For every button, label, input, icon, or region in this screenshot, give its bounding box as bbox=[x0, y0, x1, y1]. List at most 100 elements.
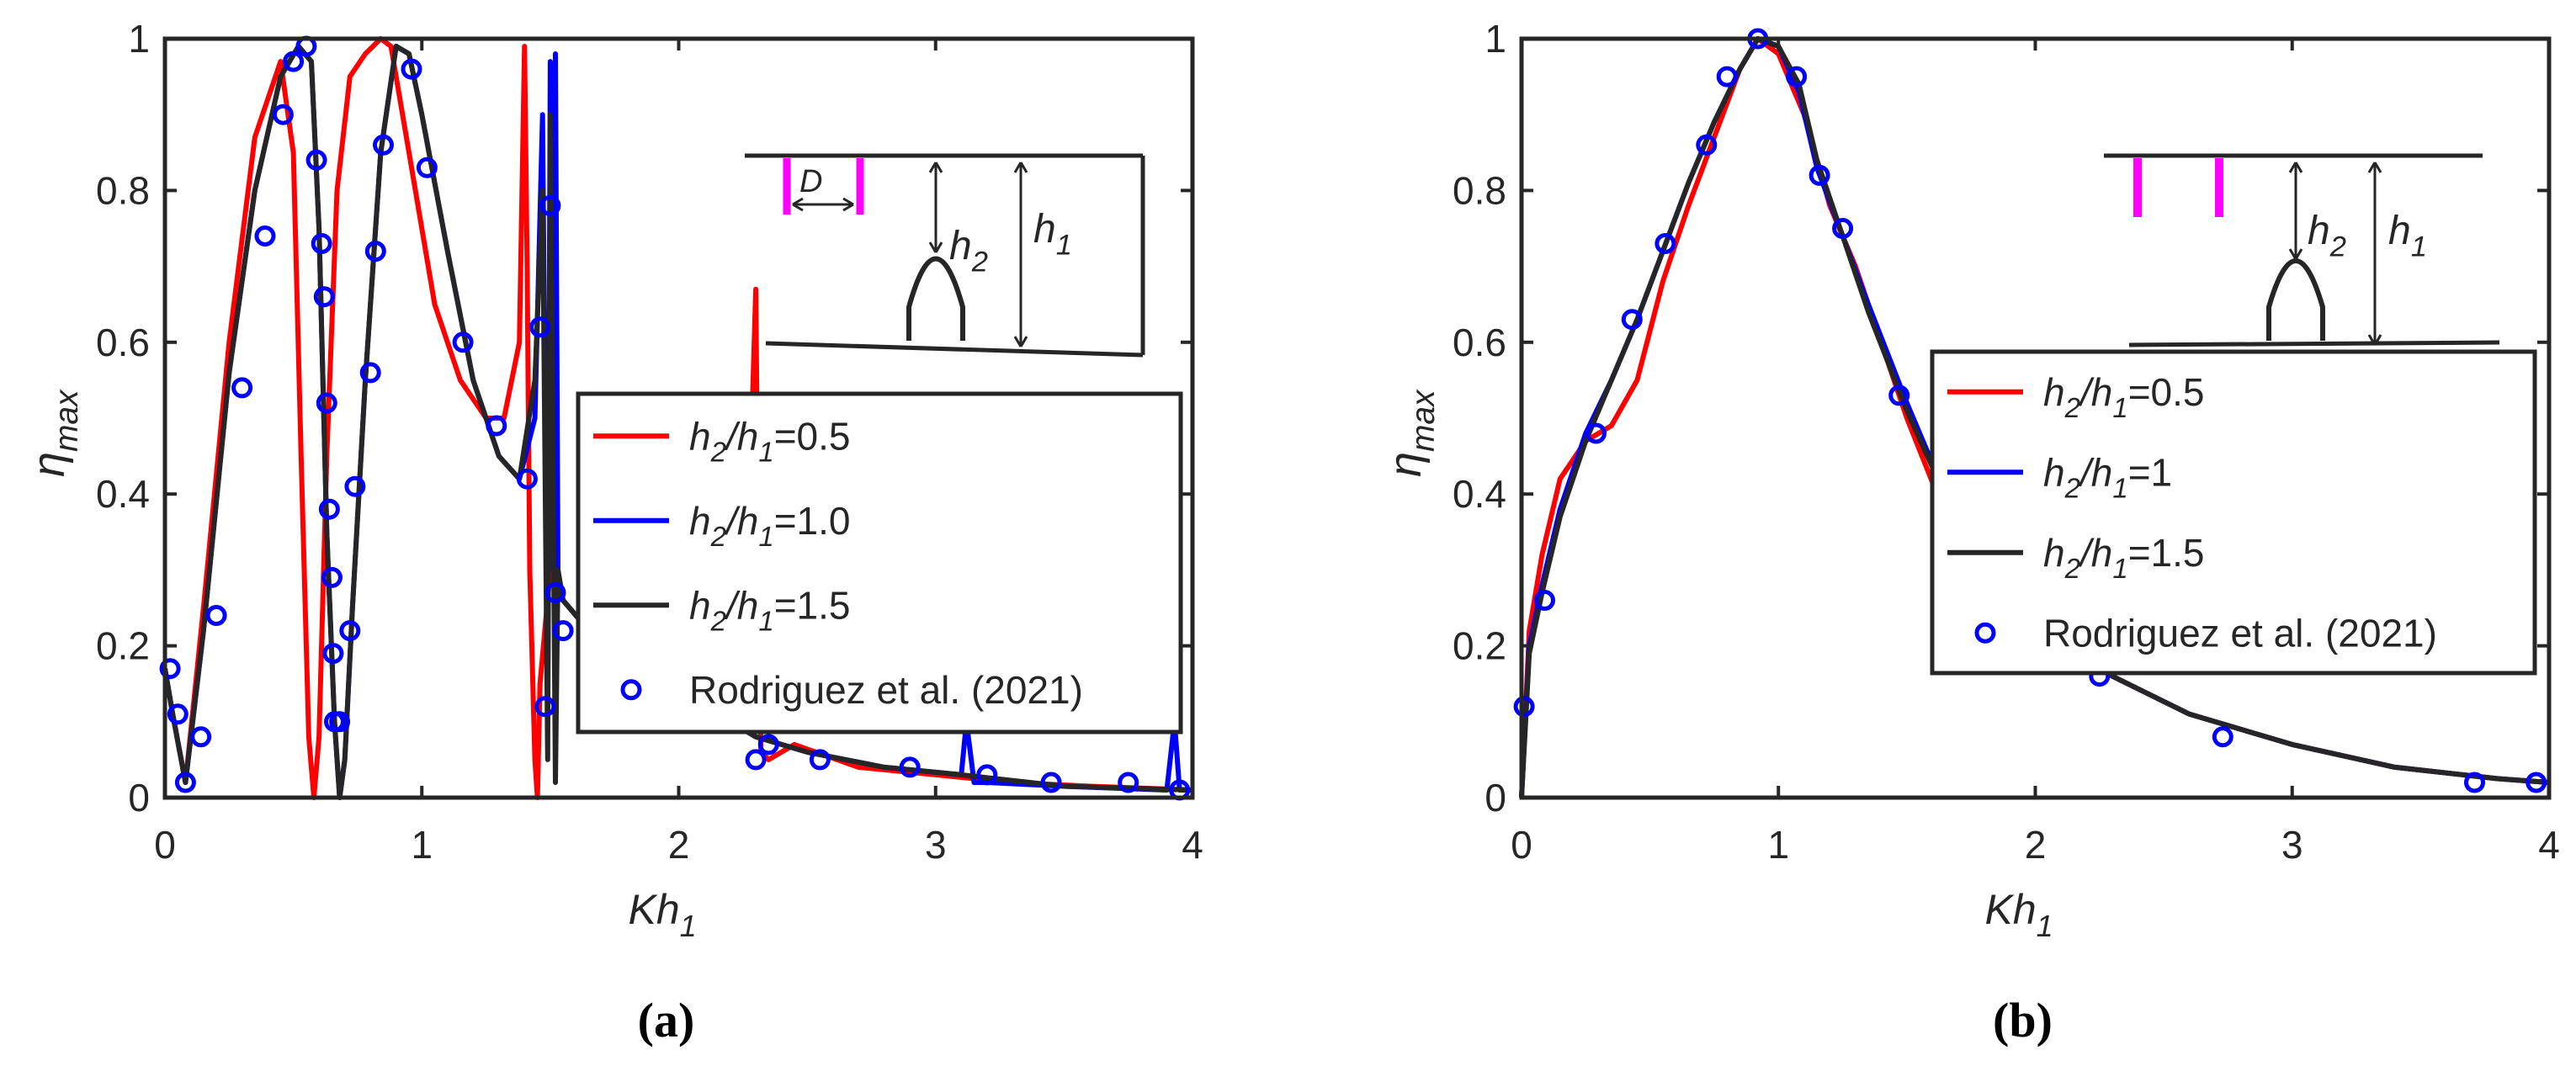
marker-point bbox=[1621, 309, 1643, 331]
ticks: 0 1 2 3 4 0 0.2 0.4 0.6 0.8 1 bbox=[1453, 17, 2560, 867]
y-tick-label: 0.2 bbox=[96, 624, 150, 668]
inset-schematic: Dh2 h1 bbox=[745, 153, 1145, 358]
y-tick-label: 0.4 bbox=[96, 472, 150, 516]
marker-point bbox=[339, 620, 361, 642]
inset-bottom-wall bbox=[765, 341, 1144, 358]
marker-point bbox=[539, 194, 561, 216]
y-axis-label: ηmax bbox=[1380, 389, 1442, 477]
marker-point bbox=[1696, 134, 1718, 156]
legend: h2/h1=0.5 h2/h1=1 h2/h1=1.5 Rodriguez et al… bbox=[1930, 349, 2537, 676]
legend-slash: / bbox=[724, 499, 741, 543]
marker-point bbox=[976, 764, 998, 786]
marker-point bbox=[283, 50, 305, 72]
y-tick-label: 1 bbox=[1485, 17, 1506, 61]
marker-point bbox=[899, 756, 921, 778]
marker-point bbox=[373, 134, 394, 156]
marker-point bbox=[1513, 696, 1535, 718]
x-tick-label: 1 bbox=[411, 823, 433, 867]
inset-h2-label: h2 bbox=[949, 224, 988, 278]
marker-point bbox=[344, 475, 366, 497]
legend-slash: / bbox=[724, 414, 741, 458]
legend-marker-swatch bbox=[620, 679, 642, 701]
marker-point bbox=[329, 711, 351, 733]
marker-point bbox=[809, 749, 831, 771]
inset-h2-arrow bbox=[928, 162, 943, 253]
marker-point bbox=[167, 703, 189, 725]
x-tick-label: 3 bbox=[2281, 823, 2303, 867]
y-tick-label: 0.2 bbox=[1453, 624, 1506, 668]
x-tick-label: 2 bbox=[668, 823, 690, 867]
x-tick-label: 0 bbox=[154, 823, 176, 867]
marker-point bbox=[190, 726, 212, 748]
panel-a: Dh2 h1 0 1 2 3 4 0 0.2 0.4 0.6 0.8 1 Kh1 ηmax h2/h1=0.5… bbox=[24, 17, 1203, 1047]
marker-point bbox=[231, 377, 253, 399]
legend-label-0: h2/h1=0.5 bbox=[689, 414, 851, 467]
y-tick-label: 0.6 bbox=[96, 321, 150, 364]
y-tick-label: 0 bbox=[1485, 776, 1506, 819]
marker-point bbox=[321, 566, 343, 588]
marker-point bbox=[534, 696, 556, 718]
marker-point bbox=[2212, 726, 2233, 748]
inset-d-arrow bbox=[792, 197, 854, 212]
marker-point bbox=[486, 415, 507, 437]
marker-point bbox=[1654, 233, 1676, 254]
marker-point bbox=[272, 103, 294, 125]
inset-schematic: h2 h1 bbox=[2104, 153, 2500, 347]
marker-point bbox=[174, 772, 196, 793]
legend-label-0: h2/h1=0.5 bbox=[2043, 370, 2205, 423]
marker-point bbox=[452, 331, 474, 353]
x-axis-label: Kh1 bbox=[629, 886, 697, 943]
marker-point bbox=[1118, 772, 1139, 793]
x-tick-label: 4 bbox=[2538, 823, 2560, 867]
marker-point bbox=[311, 233, 332, 254]
inset-h2-arrow bbox=[2288, 162, 2303, 260]
inset-bottom-wall bbox=[2128, 340, 2500, 347]
marker-point bbox=[364, 241, 386, 263]
x-tick-label: 4 bbox=[1182, 823, 1203, 867]
legend-slash: / bbox=[2078, 370, 2095, 414]
marker-point bbox=[529, 316, 551, 338]
legend-label-1: h2/h1=1 bbox=[2043, 450, 2172, 503]
legend-slash: / bbox=[2078, 450, 2095, 494]
marker-point bbox=[1786, 66, 1808, 88]
inset-obstacle bbox=[2266, 258, 2325, 341]
marker-point bbox=[552, 620, 574, 642]
marker-point bbox=[1716, 66, 1738, 88]
marker-point bbox=[254, 225, 276, 247]
x-tick-label: 0 bbox=[1511, 823, 1532, 867]
marker-point bbox=[1832, 218, 1854, 239]
marker-point bbox=[544, 582, 566, 603]
marker-point bbox=[416, 156, 438, 178]
marker-point bbox=[1809, 164, 1830, 186]
panel-caption: (a) bbox=[638, 993, 695, 1047]
y-tick-label: 0.6 bbox=[1453, 321, 1506, 364]
inset-h1-arrow bbox=[2367, 162, 2382, 346]
y-axis-label: ηmax bbox=[24, 389, 85, 477]
inset-obstacle bbox=[906, 256, 965, 341]
inset-h1-arrow bbox=[1013, 162, 1028, 347]
legend-box bbox=[576, 391, 1183, 735]
x-tick-label: 3 bbox=[925, 823, 947, 867]
marker-point bbox=[757, 734, 779, 756]
y-tick-label: 1 bbox=[128, 17, 150, 61]
marker-point bbox=[359, 362, 381, 384]
legend-label-1: h2/h1=1.0 bbox=[689, 499, 851, 552]
legend-slash: / bbox=[724, 583, 741, 627]
inset-h1-label: h1 bbox=[1033, 207, 1072, 261]
marker-point bbox=[159, 658, 181, 680]
marker-point bbox=[318, 498, 340, 520]
marker-point bbox=[1040, 772, 1062, 793]
marker-point bbox=[205, 605, 227, 626]
legend-box bbox=[1930, 349, 2537, 676]
x-axis-label: Kh1 bbox=[1985, 886, 2053, 943]
marker-point bbox=[1534, 590, 1555, 611]
y-tick-label: 0 bbox=[128, 776, 150, 819]
marker-point bbox=[1585, 422, 1607, 444]
legend-marker-swatch bbox=[1974, 622, 1996, 644]
y-tick-label: 0.4 bbox=[1453, 472, 1506, 516]
panel-caption: (b) bbox=[1993, 993, 2053, 1047]
y-tick-label: 0.8 bbox=[96, 168, 150, 212]
marker-point bbox=[516, 468, 538, 490]
inset-d-label: D bbox=[799, 164, 822, 199]
